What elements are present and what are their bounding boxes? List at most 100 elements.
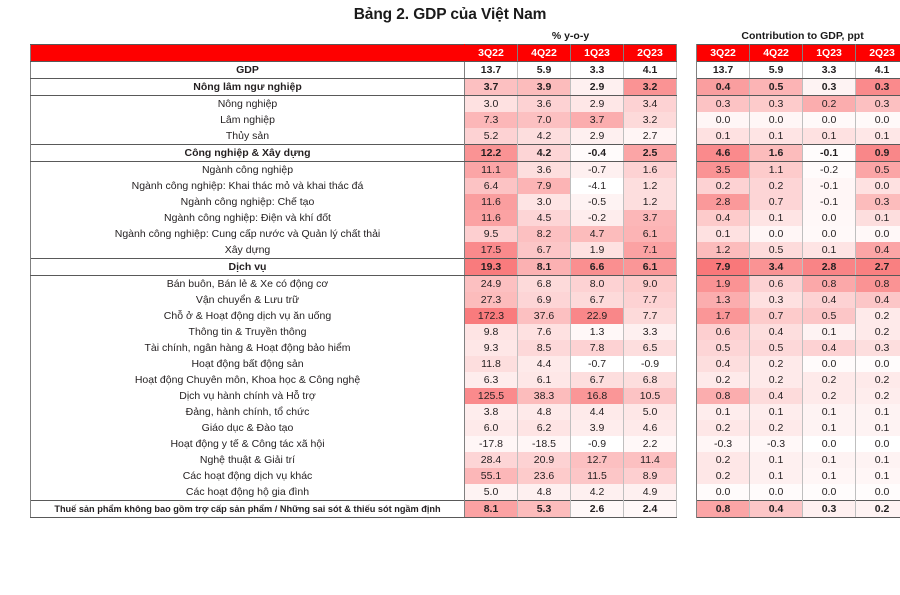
cell-yoy: -0.2 [570, 210, 624, 226]
cell-yoy: 3.9 [517, 78, 571, 96]
row-label: Công nghiệp & Xây dựng [30, 144, 465, 162]
cell-yoy: 3.2 [622, 112, 678, 128]
section-gap [676, 95, 698, 112]
cell-contribution: 0.2 [855, 324, 900, 340]
cell-yoy: 7.7 [622, 292, 678, 308]
cell-contribution: 0.4 [749, 324, 804, 340]
row-label: Nông nghiệp [30, 95, 465, 112]
cell-contribution: 0.1 [749, 210, 804, 226]
cell-yoy: 3.6 [517, 95, 571, 112]
row-label: GDP [30, 61, 465, 79]
cell-contribution: 0.2 [749, 420, 804, 436]
section-gap [676, 194, 698, 210]
cell-yoy: 11.5 [570, 468, 624, 484]
cell-yoy: -0.9 [622, 356, 678, 372]
cell-contribution: 0.7 [749, 194, 804, 210]
cell-contribution: 0.8 [696, 388, 751, 404]
cell-yoy: 1.6 [622, 161, 678, 178]
cell-contribution: 0.1 [696, 404, 751, 420]
cell-contribution: 0.1 [802, 404, 857, 420]
cell-yoy: 6.2 [517, 420, 571, 436]
cell-contribution: 0.4 [802, 340, 857, 356]
cell-contribution: 0.2 [696, 468, 751, 484]
section-gap [676, 78, 698, 96]
cell-contribution: 0.0 [802, 112, 857, 128]
column-header-contrib-3q22: 3Q22 [696, 44, 751, 62]
cell-contribution: 0.1 [802, 468, 857, 484]
cell-contribution: 0.4 [749, 388, 804, 404]
section-gap [676, 258, 698, 276]
cell-contribution: 4.6 [696, 144, 751, 162]
row-label: Thuế sản phẩm không bao gồm trợ cấp sản … [30, 500, 465, 518]
cell-contribution: 0.6 [696, 324, 751, 340]
cell-yoy: 28.4 [464, 452, 518, 468]
cell-yoy: 7.7 [622, 308, 678, 324]
row-label: Lâm nghiệp [30, 112, 465, 128]
table-row: Đảng, hành chính, tổ chức 3.8 4.8 4.4 5.0 0.1… [30, 404, 900, 420]
section-gap [676, 340, 698, 356]
column-header-yoy-1q23: 1Q23 [570, 44, 624, 62]
table-row: GDP 13.7 5.9 3.3 4.1 13.7 5.9 3.3 4.1 [30, 61, 900, 79]
cell-contribution: 0.0 [855, 436, 900, 452]
cell-contribution: 0.4 [696, 78, 751, 96]
cell-yoy: 11.6 [464, 194, 518, 210]
table-row: Nông nghiệp 3.0 3.6 2.9 3.4 0.3 0.3 0.2 0.3 [30, 95, 900, 112]
cell-yoy: 1.2 [622, 194, 678, 210]
cell-yoy: 17.5 [464, 242, 518, 259]
table-row: Bán buôn, Bán lẻ & Xe có động cơ 24.9 6.8 8… [30, 275, 900, 292]
table-row: Hoạt động Chuyên môn, Khoa học & Công ng… [30, 372, 900, 388]
cell-yoy: 6.1 [517, 372, 571, 388]
cell-yoy: -0.5 [570, 194, 624, 210]
table-row: Ngành công nghiệp 11.1 3.6 -0.7 1.6 3.5 1.1 -0.… [30, 161, 900, 178]
section-gap [676, 144, 698, 162]
cell-yoy: -0.4 [570, 144, 624, 162]
cell-yoy: 5.9 [517, 61, 571, 79]
cell-yoy: 19.3 [464, 258, 518, 276]
section-gap [676, 275, 698, 292]
cell-contribution: 0.2 [696, 178, 751, 194]
table-row: Thuế sản phẩm không bao gồm trợ cấp sản … [30, 500, 900, 518]
cell-contribution: -0.1 [802, 194, 857, 210]
cell-yoy: 3.8 [464, 404, 518, 420]
cell-contribution: 0.4 [749, 500, 804, 518]
cell-yoy: 12.7 [570, 452, 624, 468]
section-gap [676, 178, 698, 194]
row-label: Bán buôn, Bán lẻ & Xe có động cơ [30, 275, 465, 292]
cell-contribution: 0.1 [802, 452, 857, 468]
table-row: Công nghiệp & Xây dựng 12.2 4.2 -0.4 2.5 4.6 1… [30, 144, 900, 162]
section-gap [676, 372, 698, 388]
column-header-row: 3Q22 4Q22 1Q23 2Q23 3Q22 4Q22 1Q23 2Q23 [30, 44, 900, 62]
cell-contribution: 0.0 [749, 112, 804, 128]
cell-contribution: 0.2 [749, 356, 804, 372]
row-label: Nông lâm ngư nghiệp [30, 78, 465, 96]
cell-contribution: 0.1 [855, 420, 900, 436]
cell-yoy: 3.9 [570, 420, 624, 436]
cell-contribution: 1.1 [749, 161, 804, 178]
row-label: Các hoạt động dịch vụ khác [30, 468, 465, 484]
cell-yoy: 2.9 [570, 95, 624, 112]
cell-contribution: 0.2 [855, 500, 900, 518]
cell-contribution: 0.3 [802, 500, 857, 518]
cell-yoy: -0.7 [570, 161, 624, 178]
cell-yoy: 2.7 [622, 128, 678, 145]
cell-contribution: 2.7 [855, 258, 900, 276]
cell-contribution: 0.4 [855, 242, 900, 259]
cell-contribution: 0.2 [802, 95, 857, 112]
cell-yoy: -0.7 [570, 356, 624, 372]
cell-yoy: 4.5 [517, 210, 571, 226]
cell-contribution: -0.2 [802, 161, 857, 178]
section-gap [676, 500, 698, 518]
cell-yoy: 4.2 [517, 128, 571, 145]
cell-yoy: 5.3 [517, 500, 571, 518]
cell-contribution: 0.0 [802, 226, 857, 242]
section-gap [676, 210, 698, 226]
cell-contribution: 0.2 [855, 308, 900, 324]
group-header-gap [676, 28, 697, 45]
cell-yoy: 13.7 [464, 61, 518, 79]
cell-yoy: 6.0 [464, 420, 518, 436]
table-body: GDP 13.7 5.9 3.3 4.1 13.7 5.9 3.3 4.1 Nông lâm ng… [30, 61, 900, 518]
cell-contribution: 0.6 [749, 275, 804, 292]
cell-yoy: 7.1 [622, 242, 678, 259]
cell-yoy: 6.8 [517, 275, 571, 292]
